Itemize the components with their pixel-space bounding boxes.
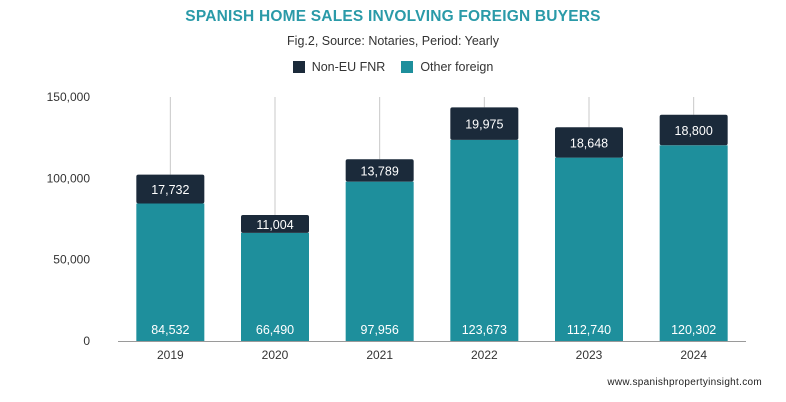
data-label-non-eu-fnr: 17,732 (151, 183, 189, 197)
data-label-non-eu-fnr: 18,800 (675, 124, 713, 138)
x-tick-label: 2023 (576, 348, 603, 362)
bar-other-foreign (659, 145, 728, 341)
y-tick-label: 100,000 (47, 171, 91, 185)
bar-other-foreign (450, 139, 519, 341)
data-label-non-eu-fnr: 13,789 (361, 164, 399, 178)
bar-other-foreign (345, 181, 414, 341)
x-tick-label: 2019 (157, 348, 184, 362)
legend-swatch-non-eu-fnr (292, 61, 305, 73)
bar-non-eu-fnr (659, 114, 728, 146)
footer-source-site: www.spanishpropertyinsight.com (607, 377, 762, 388)
chart-legend: Non-EU FNR Other foreign (0, 60, 786, 74)
chart-subtitle: Fig.2, Source: Notaries, Period: Yearly (287, 34, 499, 48)
data-label-non-eu-fnr: 11,004 (256, 218, 293, 232)
y-tick-label: 0 (83, 334, 90, 348)
chart-title: SPANISH HOME SALES INVOLVING FOREIGN BUY… (185, 8, 601, 25)
legend-label-other-foreign: Other foreign (420, 60, 494, 74)
bar-other-foreign (241, 232, 309, 341)
x-tick-label: 2020 (262, 348, 289, 362)
data-label-other-foreign: 112,740 (567, 323, 611, 337)
legend-swatch-other-foreign (401, 61, 414, 73)
data-label-non-eu-fnr: 19,975 (465, 118, 503, 132)
x-tick-label: 2021 (366, 348, 393, 362)
legend-item-other-foreign: Other foreign (401, 60, 493, 74)
x-tick-label: 2022 (471, 348, 498, 362)
bar-non-eu-fnr (450, 107, 519, 140)
data-label-other-foreign: 84,532 (151, 323, 189, 337)
y-tick-label: 150,000 (47, 90, 91, 104)
legend-item-non-eu-fnr: Non-EU FNR (292, 60, 386, 74)
bar-non-eu-fnr (345, 159, 414, 182)
data-label-other-foreign: 97,956 (361, 323, 399, 337)
data-label-other-foreign: 66,490 (256, 323, 294, 337)
bar-other-foreign (555, 157, 623, 341)
bar-other-foreign (136, 203, 205, 341)
data-label-other-foreign: 123,673 (462, 323, 507, 337)
data-label-other-foreign: 120,302 (671, 323, 716, 337)
bar-non-eu-fnr (555, 127, 623, 158)
bar-non-eu-fnr (136, 174, 205, 204)
y-tick-label: 50,000 (53, 253, 90, 267)
x-tick-label: 2024 (680, 348, 707, 362)
data-label-non-eu-fnr: 18,648 (570, 136, 608, 150)
bar-non-eu-fnr (241, 214, 309, 233)
legend-label-non-eu-fnr: Non-EU FNR (311, 60, 386, 74)
